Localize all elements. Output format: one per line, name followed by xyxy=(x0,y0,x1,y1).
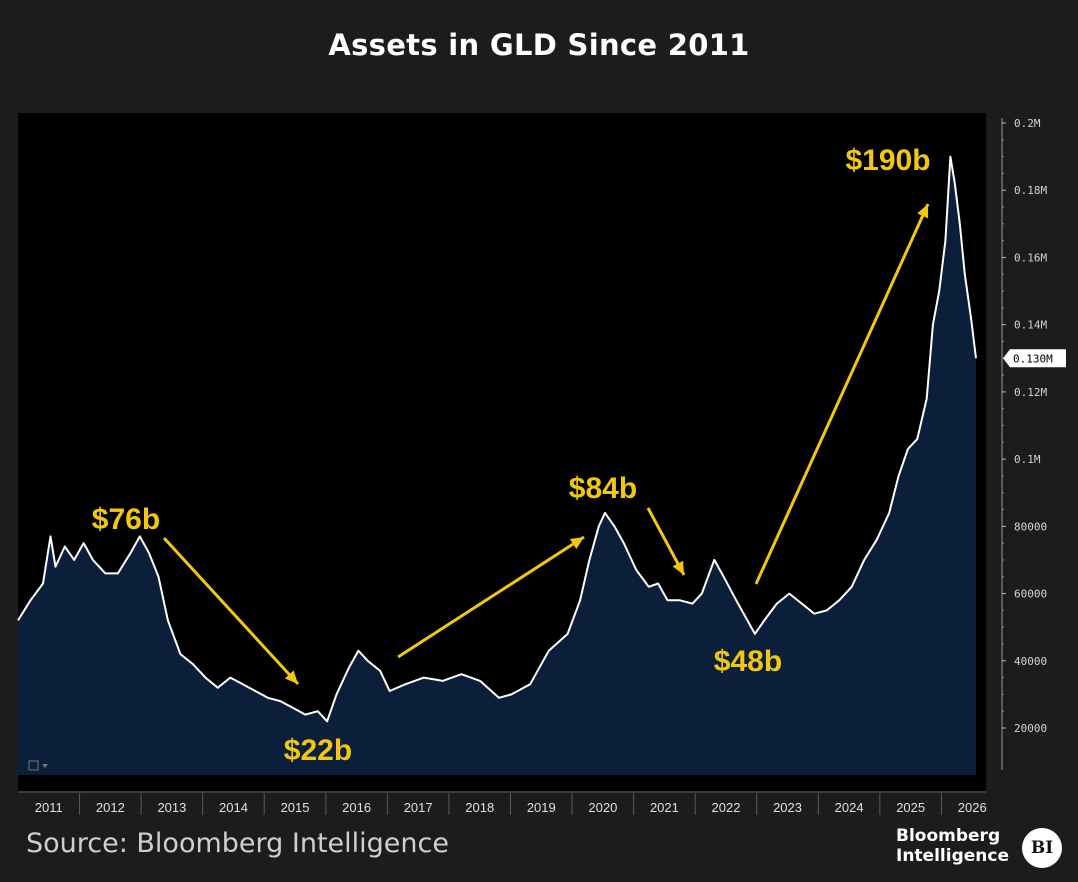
x-axis: 2011 2012 2013 2014 2015 2016 2017 2018 2019 2020… xyxy=(35,793,987,815)
y-tick-label: 0.14M xyxy=(1014,319,1047,332)
brand-wordmark: Bloomberg Intelligence xyxy=(896,826,1009,866)
chart-title: Assets in GLD Since 2011 xyxy=(328,28,750,62)
y-tick-label: 0.2M xyxy=(1014,117,1041,130)
series-area xyxy=(18,156,976,776)
y-tick-label: 0.1M xyxy=(1014,453,1041,466)
annotation-label: $48b xyxy=(714,645,782,678)
annotation-label: $190b xyxy=(845,144,930,177)
y-axis: 20000 40000 60000 80000 0.1M 0.12M 0.14M 0.16M 0… xyxy=(1001,117,1066,770)
series-line xyxy=(17,155,977,723)
annotation-arrowhead xyxy=(672,560,684,575)
x-tick-label: 2016 xyxy=(342,800,371,815)
x-tick-label: 2012 xyxy=(96,800,125,815)
x-tick-label: 2011 xyxy=(35,800,63,815)
x-tick-label: 2026 xyxy=(958,800,987,815)
y-tick-label: 0.12M xyxy=(1014,386,1047,399)
zoom-icon[interactable] xyxy=(28,760,48,771)
x-tick-label: 2014 xyxy=(219,800,248,815)
brand-line-1: Bloomberg xyxy=(896,826,1001,846)
y-tick-label: 0.18M xyxy=(1014,184,1047,197)
annotation-arrow xyxy=(162,536,300,686)
annotation-label: $22b xyxy=(284,734,352,767)
y-tick-label: 40000 xyxy=(1014,655,1047,668)
x-tick-label: 2015 xyxy=(281,800,310,815)
zoom-icon-box xyxy=(28,760,39,771)
x-tick-label: 2023 xyxy=(773,800,802,815)
x-tick-label: 2019 xyxy=(527,800,556,815)
x-tick-label: 2018 xyxy=(465,800,494,815)
x-tick-label: 2013 xyxy=(157,800,186,815)
last-value-tag xyxy=(1003,349,1066,368)
x-tick-label: 2020 xyxy=(588,800,617,815)
x-tick-label: 2024 xyxy=(835,800,864,815)
y-tick-label: 60000 xyxy=(1014,588,1047,601)
zoom-icon-caret xyxy=(42,764,48,768)
y-tick-label: 0.16M xyxy=(1014,251,1047,264)
x-tick-label: 2021 xyxy=(650,800,679,815)
last-value-label: 0.130M xyxy=(1013,352,1053,365)
y-tick-label: 20000 xyxy=(1014,722,1047,735)
annotation-layer: $76b $22b $84b $48b $190b xyxy=(92,144,931,767)
annotation-arrow xyxy=(397,535,585,659)
source-note: Source: Bloomberg Intelligence xyxy=(26,828,449,859)
annotation-arrowhead xyxy=(284,670,298,684)
bi-logo-icon: BI xyxy=(1022,828,1062,868)
annotation-arrow xyxy=(754,203,930,585)
brand-line-2: Intelligence xyxy=(896,846,1009,866)
x-tick-label: 2017 xyxy=(404,800,433,815)
y-tick-label: 80000 xyxy=(1014,520,1047,533)
x-tick-label: 2022 xyxy=(712,800,741,815)
area-layer xyxy=(17,155,977,776)
annotation-arrowhead xyxy=(569,537,584,550)
x-axis-separator xyxy=(18,791,986,793)
annotation-label: $84b xyxy=(569,472,637,505)
annotation-label: $76b xyxy=(92,503,160,536)
plot-bottom-strip xyxy=(18,775,986,791)
annotation-arrowhead xyxy=(917,204,929,219)
x-tick-label: 2025 xyxy=(896,800,925,815)
